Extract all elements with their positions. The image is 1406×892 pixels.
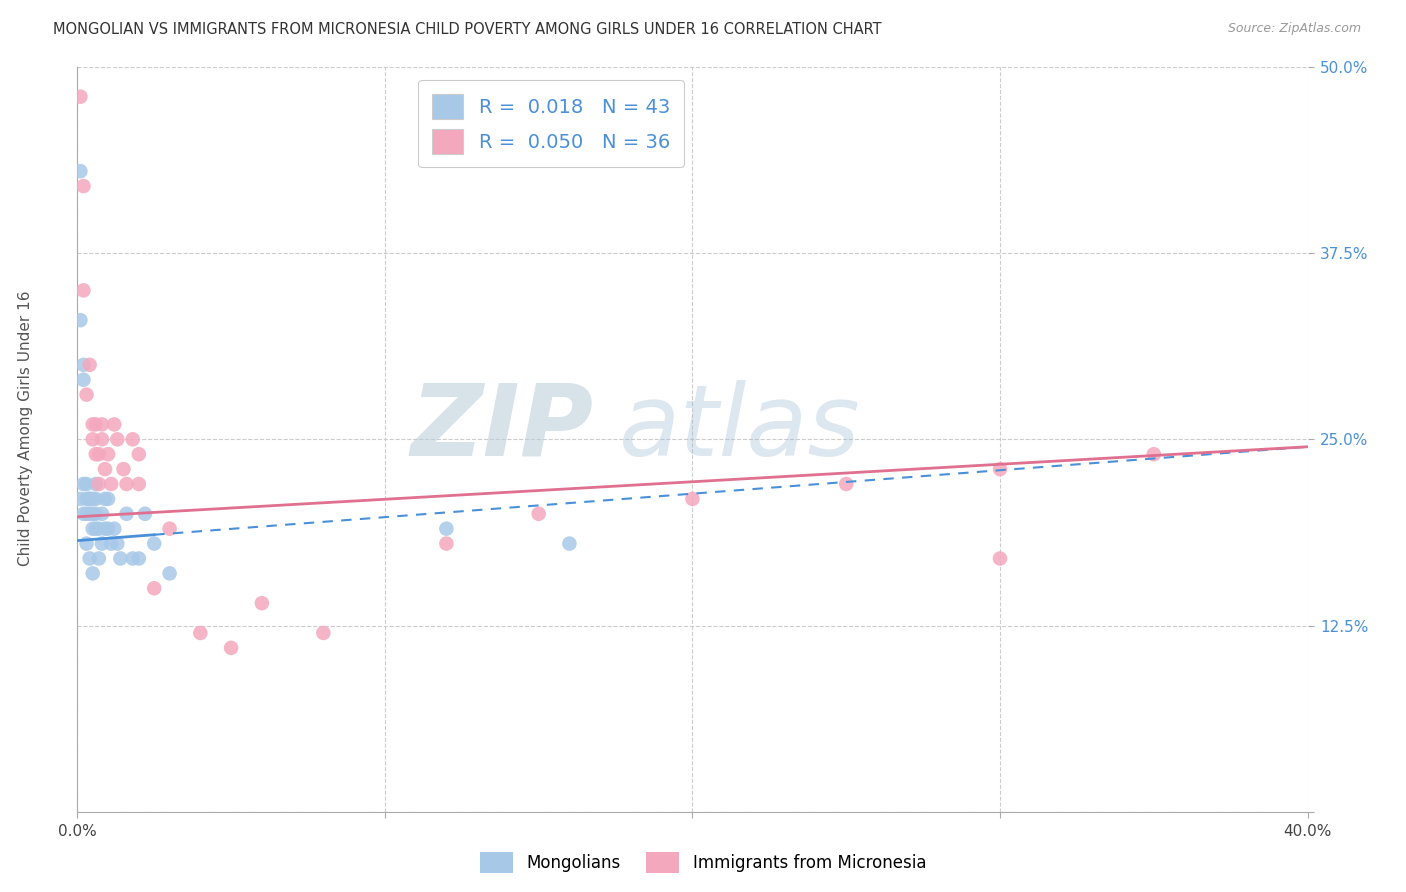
Point xyxy=(97,491,120,506)
Point xyxy=(143,582,166,596)
Legend: Mongolians, Immigrants from Micronesia: Mongolians, Immigrants from Micronesia xyxy=(474,846,932,880)
Point xyxy=(90,507,114,521)
Point xyxy=(82,433,104,447)
Point xyxy=(72,373,94,387)
Point xyxy=(143,536,166,550)
Point xyxy=(682,491,704,506)
Point xyxy=(128,551,150,566)
Point xyxy=(103,417,125,432)
Point xyxy=(105,536,128,550)
Legend: R =  0.018   N = 43, R =  0.050   N = 36: R = 0.018 N = 43, R = 0.050 N = 36 xyxy=(419,80,683,168)
Point xyxy=(128,477,150,491)
Point xyxy=(87,522,110,536)
Point xyxy=(69,313,91,327)
Point xyxy=(97,447,120,461)
Point xyxy=(250,596,273,610)
Point xyxy=(69,89,91,103)
Point xyxy=(115,477,138,491)
Point xyxy=(436,522,458,536)
Point xyxy=(988,551,1011,566)
Point xyxy=(988,462,1011,476)
Point xyxy=(79,507,101,521)
Point xyxy=(69,491,91,506)
Point xyxy=(121,433,143,447)
Point xyxy=(79,358,101,372)
Point xyxy=(188,626,212,640)
Point xyxy=(90,433,114,447)
Point xyxy=(312,626,335,640)
Point xyxy=(115,507,138,521)
Point xyxy=(76,477,98,491)
Point xyxy=(159,522,181,536)
Point xyxy=(527,507,550,521)
Point xyxy=(76,507,98,521)
Point xyxy=(79,551,101,566)
Point xyxy=(72,284,94,298)
Point xyxy=(94,522,117,536)
Point xyxy=(82,566,104,581)
Point xyxy=(69,164,91,178)
Text: MONGOLIAN VS IMMIGRANTS FROM MICRONESIA CHILD POVERTY AMONG GIRLS UNDER 16 CORRE: MONGOLIAN VS IMMIGRANTS FROM MICRONESIA … xyxy=(53,22,882,37)
Point xyxy=(87,551,110,566)
Point xyxy=(84,447,107,461)
Point xyxy=(121,551,143,566)
Point xyxy=(103,522,125,536)
Point xyxy=(105,433,128,447)
Point xyxy=(72,507,94,521)
Point xyxy=(72,179,94,194)
Text: Child Poverty Among Girls Under 16: Child Poverty Among Girls Under 16 xyxy=(18,291,32,566)
Point xyxy=(219,640,242,655)
Point xyxy=(76,491,98,506)
Point xyxy=(79,491,101,506)
Point xyxy=(82,507,104,521)
Point xyxy=(128,447,150,461)
Point xyxy=(1143,447,1166,461)
Point xyxy=(79,491,101,506)
Point xyxy=(112,462,135,476)
Point xyxy=(90,536,114,550)
Point xyxy=(436,536,458,550)
Point xyxy=(134,507,156,521)
Point xyxy=(76,536,98,550)
Point xyxy=(87,447,110,461)
Point xyxy=(90,417,114,432)
Text: ZIP: ZIP xyxy=(411,380,595,476)
Point xyxy=(84,477,107,491)
Text: atlas: atlas xyxy=(619,380,860,476)
Point xyxy=(82,491,104,506)
Point xyxy=(558,536,581,550)
Point xyxy=(76,387,98,401)
Point xyxy=(82,417,104,432)
Point xyxy=(94,462,117,476)
Point xyxy=(94,491,117,506)
Point xyxy=(82,522,104,536)
Point xyxy=(72,358,94,372)
Point xyxy=(97,522,120,536)
Point xyxy=(100,536,122,550)
Text: Source: ZipAtlas.com: Source: ZipAtlas.com xyxy=(1227,22,1361,36)
Point xyxy=(159,566,181,581)
Point xyxy=(72,477,94,491)
Point xyxy=(87,477,110,491)
Point xyxy=(100,477,122,491)
Point xyxy=(110,551,132,566)
Point xyxy=(84,491,107,506)
Point xyxy=(835,477,858,491)
Point xyxy=(84,507,107,521)
Point xyxy=(84,522,107,536)
Point xyxy=(84,417,107,432)
